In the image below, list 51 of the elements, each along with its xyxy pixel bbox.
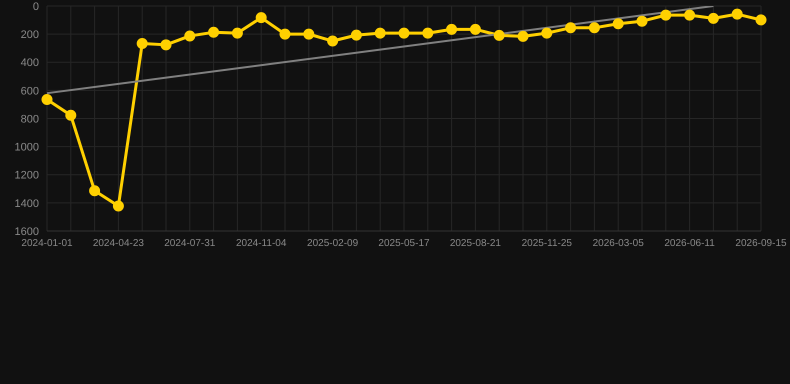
point (470, 24, 481, 35)
x-tick-label: 2025-02-09 (307, 238, 359, 250)
x-tick-label: 2025-11-25 (522, 238, 572, 250)
point (256, 12, 267, 24)
y-tick-label: 200 (20, 29, 39, 42)
point (612, 18, 624, 30)
point (684, 10, 696, 21)
point (565, 22, 576, 34)
point (280, 28, 290, 40)
y-tick-label: 800 (20, 113, 39, 126)
x-tick-label: 2024-07-31 (164, 238, 216, 250)
point (136, 38, 148, 50)
point (422, 28, 434, 39)
point (446, 24, 458, 35)
point (588, 22, 600, 34)
point (184, 30, 196, 42)
point (398, 28, 410, 39)
x-tick-label: 2024-01-01 (21, 238, 74, 250)
x-tick-label: 2025-08-21 (450, 238, 502, 250)
x-tick-label: 2026-03-05 (592, 238, 644, 250)
point (374, 28, 386, 39)
point (232, 28, 243, 39)
y-tick-label: 400 (20, 57, 39, 70)
x-tick-label: 2026-09-15 (735, 238, 788, 250)
y-tick-label: 1400 (14, 198, 39, 210)
point (42, 94, 52, 106)
point (636, 16, 648, 27)
x-tick-label: 2026-06-11 (664, 238, 716, 250)
point (541, 28, 552, 39)
y-tick-label: 1600 (14, 226, 39, 238)
x-tick-label: 2025-05-17 (378, 238, 430, 250)
y-tick-label: 1000 (14, 142, 39, 154)
point (756, 14, 766, 26)
point (327, 36, 338, 47)
point (160, 39, 172, 50)
point (65, 110, 76, 121)
y-tick-label: 1200 (14, 170, 39, 182)
point (350, 30, 362, 41)
point (708, 12, 719, 24)
y-tick-label: 600 (20, 85, 39, 98)
y-tick-label: 0 (32, 0, 39, 13)
point (660, 10, 672, 21)
point (494, 30, 505, 41)
point (112, 200, 124, 212)
x-tick-label: 2024-11-04 (236, 238, 287, 250)
point (732, 8, 743, 20)
point (303, 28, 314, 40)
point (518, 30, 528, 42)
x-tick-label: 2024-04-23 (92, 238, 144, 250)
point (208, 26, 220, 38)
point (89, 185, 100, 196)
